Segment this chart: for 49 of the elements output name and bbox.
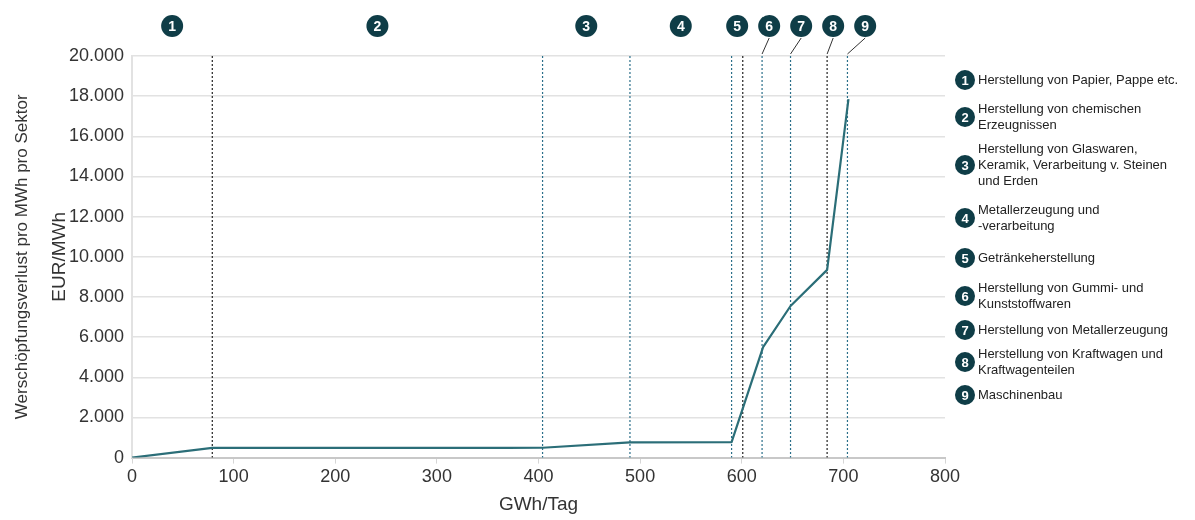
text: 4 <box>676 17 685 34</box>
y-tick-label: 8.000 <box>78 285 124 306</box>
text: Herstellung von Gummi- und Kunststoffwaren <box>978 279 1144 311</box>
text: 7 <box>961 322 969 338</box>
text: 1 <box>168 17 177 34</box>
y-tick-label: 4.000 <box>78 366 124 387</box>
text: Maschinenbau <box>978 386 1063 402</box>
y-tick-label: 14.000 <box>68 165 124 186</box>
y-axis-title: Werschöpfungsverlust pro MWh pro Sektor EUR/MWh <box>11 94 70 420</box>
text: Herstellung von Metallerzeugung <box>978 321 1169 337</box>
y-tick-label: 0 <box>113 446 124 467</box>
y-tick-label: 20.000 <box>68 44 124 65</box>
text: Herstellung von Glaswaren, Keramik, Verarbeitung v. Steinen und Erden <box>978 140 1168 188</box>
x-tick-label: 200 <box>320 466 351 487</box>
y-tick-label: 12.000 <box>68 205 124 226</box>
text: 5 <box>733 17 742 34</box>
text: 1 <box>961 72 969 88</box>
text: Metallerzeugung und -verarbeitung <box>978 201 1100 233</box>
y-tick-label: 6.000 <box>78 326 124 347</box>
x-tick-label: 600 <box>726 466 757 487</box>
text: Herstellung von Papier, Pappe etc. <box>978 71 1179 87</box>
x-tick-label: 500 <box>625 466 656 487</box>
text: 9 <box>961 387 969 403</box>
text: 2 <box>373 17 382 34</box>
y-tick-label: 16.000 <box>68 125 124 146</box>
x-tick-label: 300 <box>421 466 452 487</box>
text: 4 <box>961 210 970 226</box>
text: 8 <box>829 17 838 34</box>
y-tick-label: 18.000 <box>68 85 124 106</box>
text: 6 <box>961 288 969 304</box>
text: 6 <box>765 17 774 34</box>
text: 7 <box>797 17 806 34</box>
text: 5 <box>961 250 969 266</box>
text: Getränkeherstellung <box>978 249 1096 265</box>
text: 2 <box>961 109 969 125</box>
y-tick-label: 2.000 <box>78 406 124 427</box>
text: 3 <box>961 157 969 173</box>
text: Herstellung von Kraftwagen und Kraftwagenteilen <box>978 345 1164 377</box>
x-tick-label: 400 <box>523 466 554 487</box>
x-tick-label: 100 <box>218 466 249 487</box>
x-axis-title: GWh/Tag <box>498 492 579 514</box>
text: 3 <box>582 17 591 34</box>
text: 9 <box>861 17 870 34</box>
y-tick-label: 10.000 <box>68 245 124 266</box>
text: 8 <box>961 354 969 370</box>
x-tick-label: 700 <box>828 466 859 487</box>
text: Herstellung von chemischen Erzeugnissen <box>978 100 1142 132</box>
x-tick-label: 800 <box>929 466 961 487</box>
x-tick-label: 0 <box>126 466 138 487</box>
